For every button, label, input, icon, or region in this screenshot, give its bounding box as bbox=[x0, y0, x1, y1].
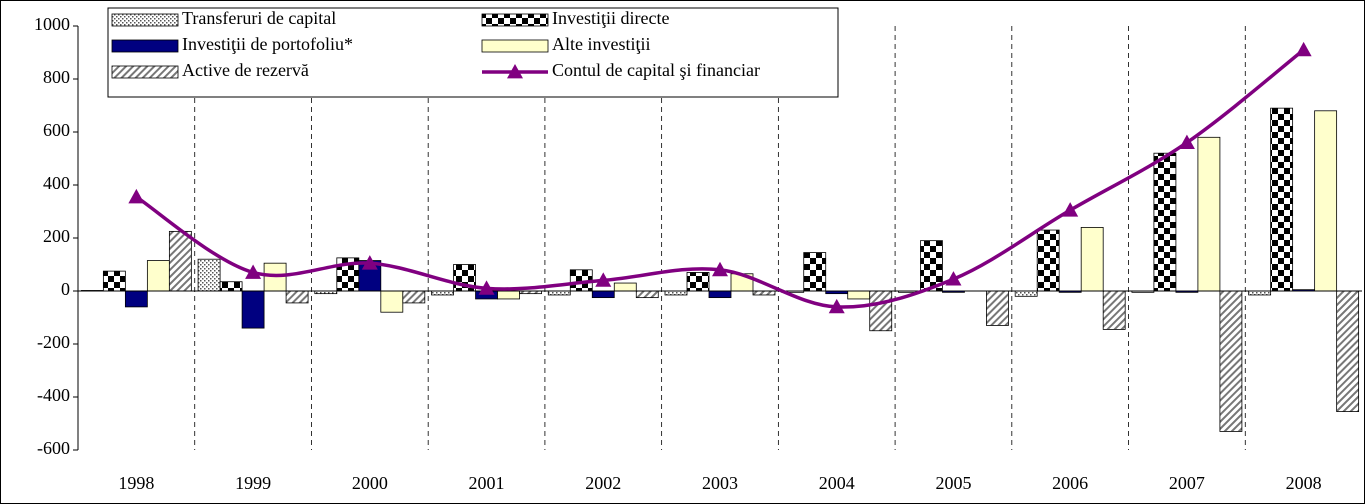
bar bbox=[1248, 290, 1272, 296]
marker bbox=[595, 272, 612, 287]
bar bbox=[869, 290, 893, 332]
bar bbox=[402, 290, 426, 304]
bar bbox=[591, 290, 615, 299]
bar bbox=[613, 282, 637, 292]
bar bbox=[1036, 229, 1060, 292]
y-tick-label: 200 bbox=[43, 226, 70, 246]
bar bbox=[285, 290, 309, 304]
marker bbox=[945, 271, 962, 286]
legend-label: Contul de capital şi financiar bbox=[552, 60, 760, 80]
legend-label: Investiţii directe bbox=[552, 8, 669, 28]
y-tick-label: -200 bbox=[37, 332, 70, 352]
legend-label: Investiţii de portofoliu* bbox=[182, 34, 353, 54]
bar bbox=[219, 281, 243, 292]
marker bbox=[712, 261, 728, 277]
y-tick-label: 800 bbox=[43, 67, 70, 87]
x-tick-label: 2000 bbox=[352, 473, 388, 493]
marker bbox=[361, 255, 378, 270]
bar bbox=[708, 290, 732, 299]
y-tick-label: 1000 bbox=[34, 14, 70, 34]
legend-swatch bbox=[481, 39, 549, 53]
bar bbox=[1102, 290, 1126, 330]
x-tick-label: 2006 bbox=[1052, 473, 1088, 493]
bar bbox=[197, 258, 221, 292]
y-tick-label: 600 bbox=[43, 120, 70, 140]
bar bbox=[1080, 226, 1104, 292]
bar bbox=[752, 290, 776, 296]
x-tick-label: 2007 bbox=[1169, 473, 1205, 493]
x-tick-label: 2002 bbox=[585, 473, 621, 493]
bar bbox=[431, 290, 454, 296]
bar bbox=[1219, 290, 1243, 432]
bar bbox=[547, 290, 571, 296]
bar bbox=[686, 272, 710, 292]
marker bbox=[128, 188, 145, 204]
x-tick-label: 2004 bbox=[819, 473, 855, 493]
bar bbox=[168, 230, 192, 292]
y-tick-label: 400 bbox=[43, 173, 70, 193]
x-tick-label: 2003 bbox=[702, 473, 738, 493]
bar bbox=[497, 290, 520, 300]
marker bbox=[1295, 41, 1312, 57]
y-tick-label: -400 bbox=[37, 385, 70, 405]
bar bbox=[241, 290, 265, 329]
legend-label: Active de rezervă bbox=[182, 60, 309, 80]
bar bbox=[1014, 290, 1038, 297]
y-tick-label: -600 bbox=[37, 438, 70, 458]
bar bbox=[146, 260, 170, 292]
bar bbox=[986, 290, 1009, 326]
legend-swatch bbox=[111, 39, 179, 53]
x-tick-label: 2001 bbox=[469, 473, 505, 493]
marker bbox=[478, 280, 495, 295]
marker bbox=[1178, 134, 1195, 149]
y-tick-label: 0 bbox=[61, 279, 70, 299]
legend-swatch bbox=[111, 65, 179, 79]
legend-items: Transferuri de capital Investiţii directe… bbox=[111, 8, 760, 80]
bar bbox=[380, 290, 404, 313]
bar bbox=[1336, 290, 1360, 412]
bar bbox=[635, 290, 659, 299]
bar bbox=[1153, 152, 1177, 292]
legend bbox=[107, 7, 839, 98]
legend-marker bbox=[507, 64, 523, 79]
legend-swatch bbox=[111, 13, 179, 27]
x-tick-label: 2008 bbox=[1286, 473, 1322, 493]
line bbox=[135, 48, 1305, 309]
bar bbox=[124, 290, 148, 308]
legend-swatch bbox=[481, 13, 549, 27]
x-tick-label: 1998 bbox=[118, 473, 154, 493]
bar bbox=[1197, 136, 1221, 292]
bar bbox=[664, 290, 688, 296]
marker bbox=[1062, 202, 1079, 217]
marker bbox=[828, 298, 845, 314]
legend-label: Transferuri de capital bbox=[182, 8, 336, 28]
bar bbox=[102, 270, 126, 292]
bar bbox=[1270, 107, 1294, 292]
marker bbox=[245, 264, 262, 279]
bar bbox=[847, 290, 871, 300]
x-tick-label: 2005 bbox=[935, 473, 971, 493]
plot: -600 -400 -200 0 200 400 600 800 1000 1998 1999 200… bbox=[34, 14, 1362, 493]
bar bbox=[803, 252, 827, 292]
bar bbox=[1314, 110, 1338, 292]
x-tick-label: 1999 bbox=[235, 473, 271, 493]
legend-label: Alte investiţii bbox=[552, 34, 651, 54]
